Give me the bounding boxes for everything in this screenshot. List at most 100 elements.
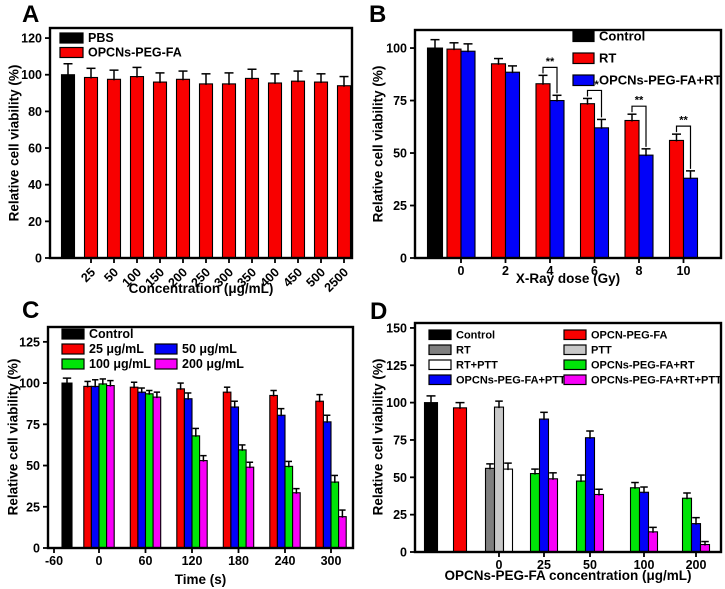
bar-OPCNs-PEG-FA [175, 78, 191, 259]
bar-OPCNs-PEG-FA+PTT [584, 437, 596, 553]
y-tick-label: 100 [386, 396, 407, 410]
y-tick-label: 25 [26, 500, 40, 514]
panel-d: D Relative cell viability (%) 0 25 50 75 100… [363, 295, 725, 589]
plot-frame [48, 26, 354, 260]
x-tick-label: 100 [634, 558, 655, 572]
y-tick-label: 80 [28, 105, 42, 119]
y-tick-label: 100 [386, 42, 407, 56]
legend-swatch-blue [428, 374, 452, 386]
panel-a-x-axis-title: Concentration (μg/mL) [128, 281, 274, 296]
legend-label: RT [599, 51, 616, 66]
plot-frame [413, 321, 723, 554]
bar-200 μg/mL [245, 466, 255, 549]
x-tick-label: 0 [458, 264, 465, 278]
legend-label: OPCNs-PEG-FA+RT [591, 360, 695, 372]
y-tick-label: 100 [19, 377, 40, 391]
legend-swatch-magenta [563, 374, 587, 386]
x-tick-label: 2 [502, 264, 509, 278]
bar-OPCNs-PEG-FA+RT [629, 487, 641, 553]
legend-label: PBS [88, 31, 114, 45]
panel-d-bar-chart: 0 25 50 75 100 125 150 0 25 50 100 200 Control RT RT+P… [386, 321, 723, 572]
bar-Control [426, 47, 444, 259]
legend-swatch-green [563, 359, 587, 371]
bar-RT [668, 139, 685, 259]
legend-label: OPCN-PEG-FA [591, 330, 667, 342]
legend-label: Control [456, 330, 495, 342]
bar-200 μg/mL [152, 396, 162, 549]
panel-c: C Relative cell viability (%) 0 25 50 75 100… [0, 295, 363, 589]
bar-50 μg/mL [183, 398, 193, 549]
bar-25 μg/mL [315, 400, 324, 549]
bar-OPCNs-PEG-FA [313, 81, 329, 259]
legend-swatch-black [59, 32, 84, 44]
legend-swatch-red [563, 329, 587, 341]
bar-OPCNs-PEG-FA+PTT [538, 418, 550, 553]
legend-swatch-black [428, 329, 452, 341]
y-tick-label: 0 [400, 252, 407, 266]
bar-OPCNs-PEG-FA+RT [460, 50, 476, 259]
bar-OPCNs-PEG-FA+PTT [690, 523, 702, 553]
bar-RT [579, 103, 596, 259]
panel-d-letter: D [370, 298, 388, 325]
x-tick-label: 60 [139, 554, 153, 568]
x-tick-label: -60 [45, 554, 63, 568]
bar-100 μg/mL [284, 465, 294, 549]
bar-100 μg/mL [191, 435, 201, 549]
bar-100 μg/mL [144, 393, 154, 549]
bar-200 μg/mL [106, 384, 115, 549]
bar-RT [484, 467, 496, 553]
x-tick-label: 0 [96, 554, 103, 568]
bar-100 μg/mL [237, 449, 247, 549]
y-tick-label: 125 [386, 359, 407, 373]
x-tick-label: 0 [496, 558, 503, 572]
panel-a-letter: A [22, 1, 40, 28]
y-tick-label: 50 [393, 147, 407, 161]
y-tick-label: 25 [393, 199, 407, 213]
legend-label: 200 μg/mL [182, 357, 244, 371]
legend-swatch-magenta [154, 358, 178, 370]
x-tick-label: 120 [182, 554, 203, 568]
bar-PBS [60, 74, 76, 259]
bar-RT+PTT [502, 468, 514, 553]
bar-OPCNs-PEG-FA [267, 82, 283, 259]
bar-50 μg/mL [90, 385, 100, 549]
bar-200 μg/mL [199, 460, 208, 549]
x-tick-label: 4 [547, 264, 554, 278]
x-tick-label: 300 [321, 554, 342, 568]
legend-label: 50 μg/mL [182, 342, 237, 356]
y-tick-label: 50 [393, 471, 407, 485]
bar-OPCNs-PEG-FA+RT [575, 480, 587, 553]
y-tick-label: 150 [386, 321, 407, 335]
bar-OPCNs-PEG-FA+RT+PTT [647, 531, 659, 553]
x-tick-label: 6 [591, 264, 598, 278]
legend-swatch-blue [154, 343, 178, 355]
bar-RT [535, 83, 551, 259]
bar-25 μg/mL [269, 394, 278, 549]
x-tick-label: 240 [275, 554, 296, 568]
bar-PTT [493, 406, 505, 553]
bar-RT [490, 63, 507, 259]
panel-b: B Relative cell viability (%) 0 25 50 75 100… [363, 0, 725, 295]
bar-RT [624, 119, 640, 259]
bar-200 μg/mL [338, 516, 347, 549]
bar-OPCNs-PEG-FA [83, 76, 99, 259]
legend-label: OPCNs-PEG-FA [88, 46, 182, 60]
y-tick-label: 50 [26, 459, 40, 473]
bar-50 μg/mL [137, 391, 147, 549]
sig-label: ** [590, 79, 599, 91]
plot-frame [413, 28, 723, 260]
sig-label: ** [679, 115, 688, 127]
panel-b-x-axis-title: X-Ray dose (Gy) [515, 271, 621, 286]
y-tick-label: 75 [393, 94, 407, 108]
y-tick-label: 75 [26, 418, 40, 432]
legend-swatch-lightgray [563, 344, 587, 356]
y-tick-label: 40 [28, 178, 42, 192]
bar-OPCN-PEG-FA [452, 407, 468, 553]
bar-OPCNs-PEG-FA [336, 85, 352, 259]
panel-c-bar-chart: 0 25 50 75 100 125 -60 0 60 120 180 240 300 Control25… [19, 325, 355, 568]
y-tick-label: 25 [393, 508, 407, 522]
bar-25 μg/mL [222, 391, 232, 549]
y-tick-label: 60 [28, 142, 42, 156]
